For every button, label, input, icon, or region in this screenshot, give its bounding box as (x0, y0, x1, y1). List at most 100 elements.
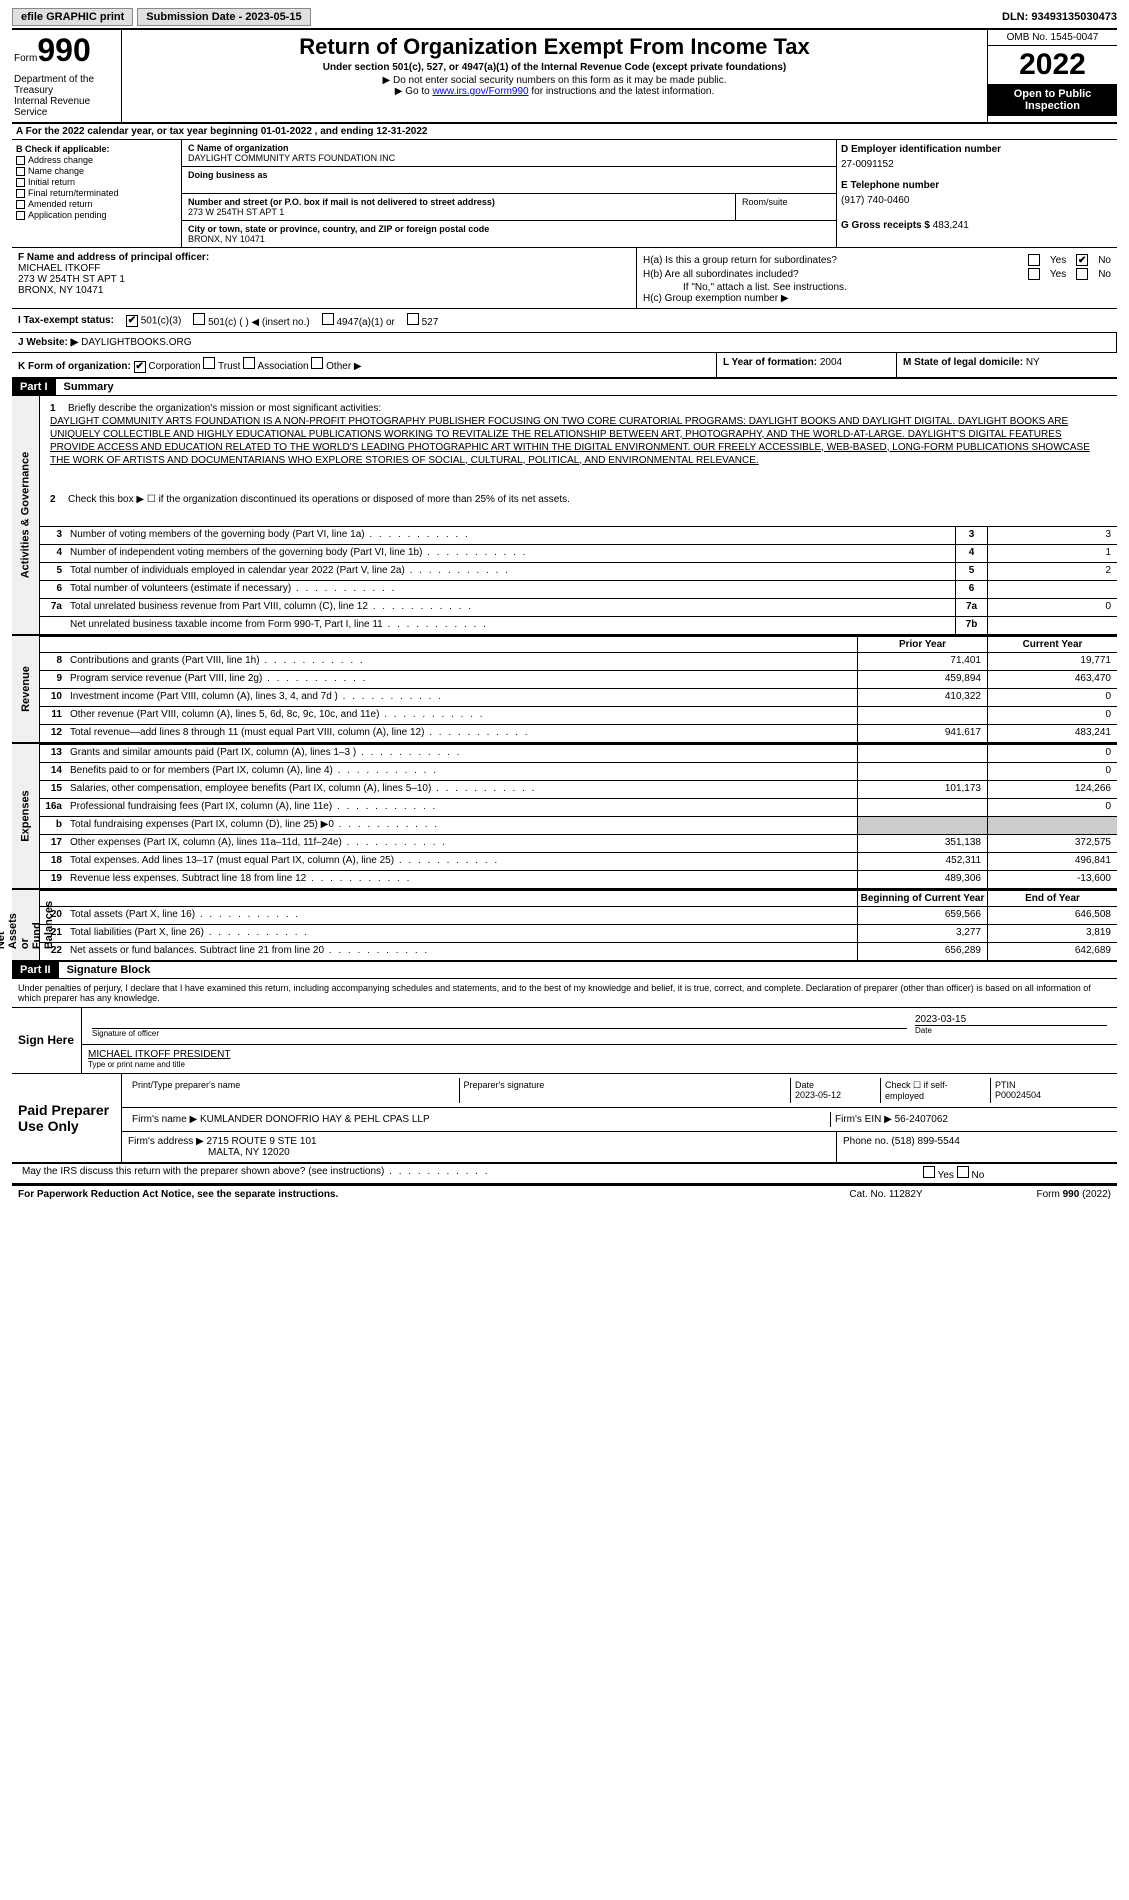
b-check[interactable] (16, 156, 25, 165)
efile-button[interactable]: efile GRAPHIC print (12, 8, 133, 26)
l-label: L Year of formation: (723, 357, 817, 368)
cell-prior: 101,173 (857, 781, 987, 798)
row-num: 14 (40, 763, 66, 780)
cell-prior: 941,617 (857, 725, 987, 742)
k-corp-check[interactable]: ✔ (134, 361, 146, 373)
part1-title: Summary (56, 379, 122, 395)
part1-header: Part I (12, 379, 56, 395)
cell-curr: 483,241 (987, 725, 1117, 742)
row-desc: Grants and similar amounts paid (Part IX… (66, 745, 857, 762)
row-desc: Other expenses (Part IX, column (A), lin… (66, 835, 857, 852)
b-check[interactable] (16, 200, 25, 209)
dba-label: Doing business as (188, 170, 268, 180)
i-501c-check[interactable] (193, 313, 205, 325)
row-val: 0 (987, 599, 1117, 616)
row-desc: Benefits paid to or for members (Part IX… (66, 763, 857, 780)
k-other: Other ▶ (326, 361, 361, 372)
dept: Department of the Treasury Internal Reve… (14, 66, 119, 118)
row-desc: Program service revenue (Part VIII, line… (66, 671, 857, 688)
row-num: 17 (40, 835, 66, 852)
k-trust-check[interactable] (203, 357, 215, 369)
row-desc: Number of independent voting members of … (66, 545, 955, 562)
row-desc: Net unrelated business taxable income fr… (66, 617, 955, 634)
k-trust: Trust (218, 361, 240, 372)
sig-name-label: Type or print name and title (88, 1060, 1111, 1069)
cell-prior: 659,566 (857, 907, 987, 924)
cell-shade (987, 817, 1117, 834)
i-4947-check[interactable] (322, 313, 334, 325)
row-num: 16a (40, 799, 66, 816)
cell-curr: -13,600 (987, 871, 1117, 888)
part2-header: Part II (12, 962, 59, 978)
website-value: DAYLIGHTBOOKS.ORG (81, 337, 191, 348)
cell-prior: 452,311 (857, 853, 987, 870)
hb-yes[interactable] (1028, 268, 1040, 280)
row-desc: Salaries, other compensation, employee b… (66, 781, 857, 798)
prep-name-label: Print/Type preparer's name (128, 1078, 460, 1103)
city-value: BRONX, NY 10471 (188, 234, 265, 244)
b-item-label: Name change (28, 166, 84, 176)
officer-addr1: 273 W 254TH ST APT 1 (18, 274, 630, 285)
b-check[interactable] (16, 211, 25, 220)
cell-prior: 3,277 (857, 925, 987, 942)
i-501c3-check[interactable]: ✔ (126, 315, 138, 327)
b-header: B Check if applicable: (16, 144, 177, 154)
m-label: M State of legal domicile: (903, 357, 1023, 368)
row-num: 15 (40, 781, 66, 798)
cell-curr: 0 (987, 745, 1117, 762)
street-address: 273 W 254TH ST APT 1 (188, 207, 284, 217)
row-num: 4 (40, 545, 66, 562)
row-idx: 3 (955, 527, 987, 544)
k-other-check[interactable] (311, 357, 323, 369)
irs-link[interactable]: www.irs.gov/Form990 (432, 86, 528, 97)
calendar-year-row: A For the 2022 calendar year, or tax yea… (12, 124, 1117, 140)
self-emp-label: Check ☐ if self-employed (881, 1078, 991, 1103)
k-label: K Form of organization: (18, 361, 131, 372)
b-check[interactable] (16, 189, 25, 198)
discuss-yes[interactable] (923, 1166, 935, 1178)
ha-yes[interactable] (1028, 254, 1040, 266)
cell-prior: 410,322 (857, 689, 987, 706)
firm-ein-label: Firm's EIN ▶ (835, 1114, 892, 1125)
row-num: 10 (40, 689, 66, 706)
c-name-label: C Name of organization (188, 143, 289, 153)
discuss-no[interactable] (957, 1166, 969, 1178)
section-d-e-g: D Employer identification number 27-0091… (837, 140, 1117, 247)
row-desc: Net assets or fund balances. Subtract li… (66, 943, 857, 960)
vlabel-governance: Activities & Governance (12, 396, 40, 634)
b-check[interactable] (16, 178, 25, 187)
section-c: C Name of organizationDAYLIGHT COMMUNITY… (182, 140, 837, 247)
row-num: 3 (40, 527, 66, 544)
row-val: 1 (987, 545, 1117, 562)
row-val: 2 (987, 563, 1117, 580)
cell-curr: 0 (987, 689, 1117, 706)
row-num: 11 (40, 707, 66, 724)
cell-prior: 71,401 (857, 653, 987, 670)
row-idx: 4 (955, 545, 987, 562)
year-formation: 2004 (820, 357, 842, 368)
tax-year: 2022 (988, 46, 1117, 84)
room-label: Room/suite (742, 197, 788, 207)
k-assoc-check[interactable] (243, 357, 255, 369)
form-header: Form990 Department of the Treasury Inter… (12, 30, 1117, 124)
addr-label: Number and street (or P.O. box if mail i… (188, 197, 495, 207)
cell-curr: 496,841 (987, 853, 1117, 870)
cell-prior (857, 707, 987, 724)
row-desc: Revenue less expenses. Subtract line 18 … (66, 871, 857, 888)
prep-sig-label: Preparer's signature (460, 1078, 792, 1103)
ha-no[interactable]: ✔ (1076, 254, 1088, 266)
footer-left: For Paperwork Reduction Act Notice, see … (18, 1189, 811, 1200)
section-i: I Tax-exempt status: ✔ 501(c)(3) 501(c) … (12, 309, 1117, 333)
hb-no[interactable] (1076, 268, 1088, 280)
i-label: I Tax-exempt status: (18, 315, 114, 326)
discuss-question: May the IRS discuss this return with the… (12, 1164, 917, 1183)
i-527-check[interactable] (407, 313, 419, 325)
row-idx: 6 (955, 581, 987, 598)
b-check[interactable] (16, 167, 25, 176)
top-bar: efile GRAPHIC print Submission Date - 20… (12, 8, 1117, 30)
row-idx: 7b (955, 617, 987, 634)
row-desc: Total assets (Part X, line 16) (66, 907, 857, 924)
penalty-text: Under penalties of perjury, I declare th… (12, 979, 1117, 1008)
phone-value: (917) 740-0460 (841, 195, 1113, 206)
gross-label: G Gross receipts $ (841, 220, 930, 231)
